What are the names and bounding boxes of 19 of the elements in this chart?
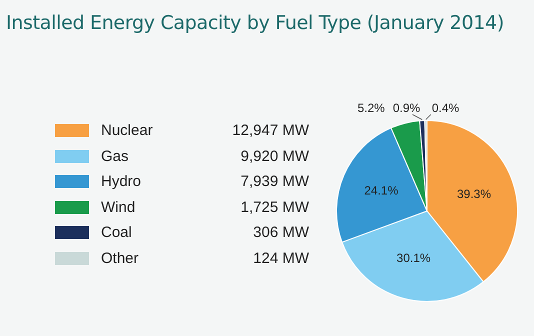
legend-label: Gas xyxy=(101,148,130,165)
legend-label: Nuclear xyxy=(101,122,154,140)
data-label: 0.4% xyxy=(432,100,460,115)
data-label: 5.2% xyxy=(357,100,386,115)
legend-label: Other xyxy=(101,250,140,267)
text: 1,725 MW xyxy=(240,198,309,216)
data-label: 24.1% xyxy=(364,184,399,198)
text: 306 MW xyxy=(252,224,309,242)
text: 12,947 MW xyxy=(231,122,309,140)
legend-label: Coal xyxy=(101,224,133,242)
text: 7,939 MW xyxy=(240,173,309,190)
chart-title: Installed Energy Capacity by Fuel Type (January 2014) xyxy=(6,12,504,34)
text: 9,920 MW xyxy=(240,148,309,165)
legend-label: Hydro xyxy=(101,173,142,190)
data-label: 30.1% xyxy=(396,251,431,266)
legend-label: Wind xyxy=(101,198,136,216)
text: 124 MW xyxy=(252,250,309,267)
data-label: 0.9% xyxy=(392,100,420,115)
data-label: 39.3% xyxy=(456,186,492,201)
